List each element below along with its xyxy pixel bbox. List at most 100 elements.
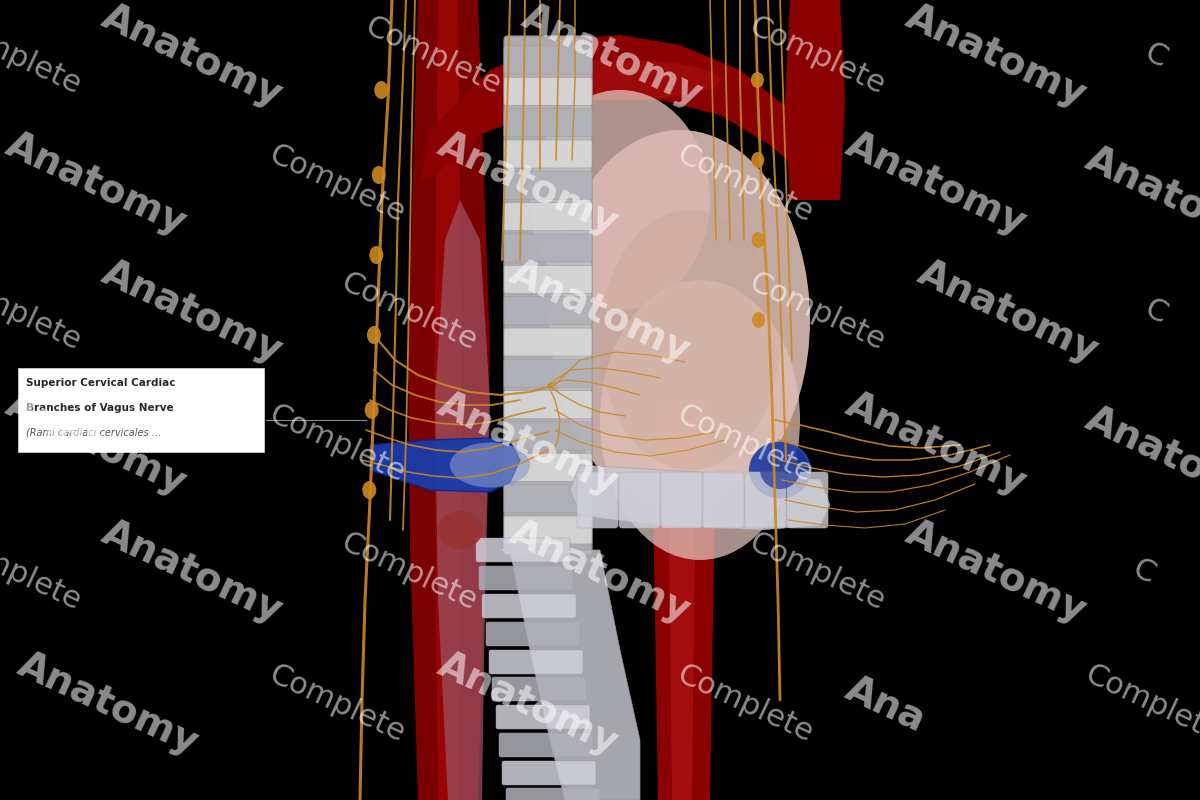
Text: (Rami cardiaci cervicales …: (Rami cardiaci cervicales … [26, 427, 162, 437]
Ellipse shape [520, 60, 720, 100]
Text: Complete: Complete [744, 528, 889, 616]
FancyBboxPatch shape [479, 566, 574, 590]
Text: Anatomy: Anatomy [12, 646, 205, 762]
Text: Anatomy: Anatomy [96, 514, 289, 630]
FancyBboxPatch shape [504, 516, 592, 544]
Text: Anatomy: Anatomy [840, 386, 1033, 502]
Text: Branches of Vagus Nerve: Branches of Vagus Nerve [26, 403, 174, 413]
Ellipse shape [751, 152, 764, 168]
FancyBboxPatch shape [504, 202, 592, 230]
FancyBboxPatch shape [18, 368, 264, 452]
FancyBboxPatch shape [745, 472, 786, 528]
Text: Anatomy: Anatomy [0, 386, 193, 502]
Text: Complete: Complete [264, 140, 409, 228]
FancyBboxPatch shape [504, 328, 592, 356]
Text: Complete: Complete [672, 660, 817, 748]
FancyBboxPatch shape [482, 594, 576, 618]
Polygon shape [370, 438, 520, 492]
Text: Anatomy: Anatomy [0, 126, 193, 242]
FancyBboxPatch shape [476, 538, 570, 562]
FancyBboxPatch shape [504, 78, 592, 106]
Text: Anatomy: Anatomy [840, 126, 1033, 242]
Text: Anato: Anato [1080, 139, 1200, 229]
Text: Complete: Complete [264, 400, 409, 488]
FancyBboxPatch shape [499, 733, 593, 757]
Text: Anatomy: Anatomy [504, 254, 697, 370]
Ellipse shape [750, 442, 810, 498]
Text: Complete: Complete [264, 660, 409, 748]
Polygon shape [570, 465, 830, 530]
FancyBboxPatch shape [619, 472, 660, 528]
FancyBboxPatch shape [506, 788, 600, 800]
Text: Complete: Complete [672, 400, 817, 488]
FancyBboxPatch shape [577, 472, 618, 528]
Text: Complete: Complete [360, 12, 505, 100]
Ellipse shape [372, 166, 385, 184]
Ellipse shape [550, 130, 810, 510]
FancyBboxPatch shape [504, 422, 592, 450]
FancyBboxPatch shape [504, 359, 592, 387]
Ellipse shape [367, 326, 380, 344]
FancyBboxPatch shape [504, 109, 592, 137]
Ellipse shape [374, 81, 389, 99]
Text: Complete: Complete [744, 268, 889, 356]
Text: C: C [1128, 554, 1159, 590]
Text: Complete: Complete [0, 528, 85, 616]
Ellipse shape [362, 481, 377, 499]
Text: Anatomy: Anatomy [504, 514, 697, 630]
Ellipse shape [365, 401, 379, 419]
Text: Anatomy: Anatomy [516, 0, 709, 114]
Text: Complete: Complete [1080, 660, 1200, 748]
Polygon shape [408, 0, 490, 800]
Text: Anatomy: Anatomy [432, 646, 625, 762]
Ellipse shape [438, 511, 482, 549]
Ellipse shape [760, 451, 800, 489]
Ellipse shape [752, 312, 766, 328]
Polygon shape [500, 550, 640, 800]
Ellipse shape [751, 232, 764, 248]
Text: Superior Cervical Cardiac: Superior Cervical Cardiac [26, 378, 176, 388]
Text: Anatomy: Anatomy [900, 0, 1093, 114]
FancyBboxPatch shape [787, 472, 828, 528]
Polygon shape [434, 0, 462, 800]
FancyBboxPatch shape [504, 46, 592, 74]
Text: Anatomy: Anatomy [912, 254, 1105, 370]
Text: Complete: Complete [336, 528, 481, 616]
Ellipse shape [530, 90, 710, 310]
FancyBboxPatch shape [502, 761, 596, 785]
Ellipse shape [600, 280, 800, 560]
Polygon shape [785, 0, 845, 200]
Text: Complete: Complete [0, 12, 85, 100]
FancyBboxPatch shape [661, 472, 702, 528]
FancyBboxPatch shape [504, 297, 592, 325]
FancyBboxPatch shape [504, 36, 592, 554]
Ellipse shape [751, 72, 764, 88]
FancyBboxPatch shape [504, 140, 592, 168]
Ellipse shape [370, 246, 383, 264]
Text: Complete: Complete [672, 140, 817, 228]
FancyBboxPatch shape [496, 705, 590, 729]
Text: C: C [1140, 38, 1171, 74]
Text: Complete: Complete [336, 268, 481, 356]
FancyBboxPatch shape [492, 677, 586, 701]
Polygon shape [668, 400, 696, 800]
Text: C: C [1140, 294, 1171, 330]
FancyBboxPatch shape [490, 650, 583, 674]
FancyBboxPatch shape [504, 171, 592, 199]
Text: Anatomy: Anatomy [432, 126, 625, 242]
Polygon shape [420, 35, 820, 180]
FancyBboxPatch shape [504, 234, 592, 262]
FancyBboxPatch shape [504, 390, 592, 418]
Text: Ana: Ana [840, 669, 932, 739]
FancyBboxPatch shape [504, 266, 592, 294]
Ellipse shape [600, 210, 780, 470]
FancyBboxPatch shape [504, 454, 592, 482]
FancyBboxPatch shape [504, 485, 592, 513]
FancyBboxPatch shape [486, 622, 580, 646]
Polygon shape [436, 200, 490, 800]
Text: Anatomy: Anatomy [432, 386, 625, 502]
Text: Anatomy: Anatomy [96, 254, 289, 370]
Text: Anatomy: Anatomy [900, 514, 1093, 630]
Ellipse shape [450, 442, 530, 487]
Polygon shape [653, 400, 715, 800]
